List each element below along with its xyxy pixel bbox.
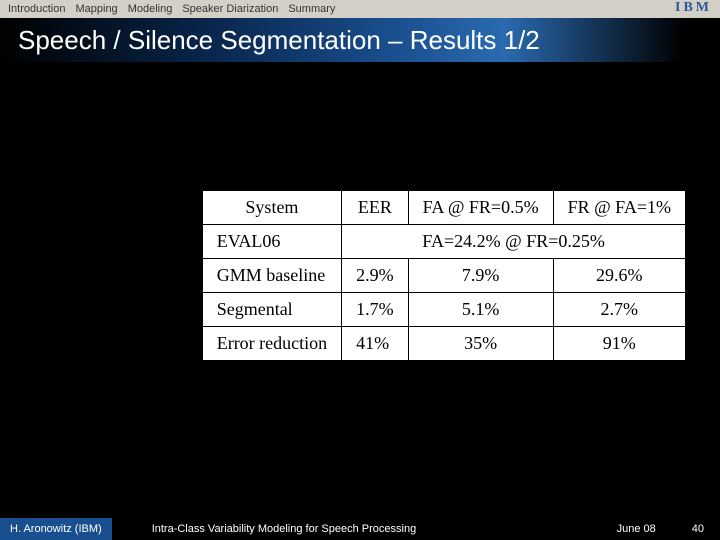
ibm-logo: IBM: [675, 0, 712, 16]
cell-gmm-label: GMM baseline: [202, 259, 341, 293]
content-area: System EER FA @ FR=0.5% FR @ FA=1% EVAL0…: [0, 62, 720, 518]
table-header-row: System EER FA @ FR=0.5% FR @ FA=1%: [202, 191, 685, 225]
cell-err-eer: 41%: [342, 327, 409, 361]
cell-err-label: Error reduction: [202, 327, 341, 361]
cell-seg-eer: 1.7%: [342, 293, 409, 327]
nav-bar: Introduction Mapping Modeling Speaker Di…: [0, 0, 720, 18]
cell-seg-label: Segmental: [202, 293, 341, 327]
footer-page: 40: [676, 519, 720, 539]
footer-title: Intra-Class Variability Modeling for Spe…: [112, 523, 617, 535]
nav-item-summary[interactable]: Summary: [284, 3, 339, 15]
cell-err-fr: 91%: [553, 327, 685, 361]
table-row: Segmental 1.7% 5.1% 2.7%: [202, 293, 685, 327]
nav-item-speaker-diarization[interactable]: Speaker Diarization: [178, 3, 282, 15]
col-header-fr: FR @ FA=1%: [553, 191, 685, 225]
col-header-system: System: [202, 191, 341, 225]
footer-date: June 08: [617, 523, 676, 535]
table-row: EVAL06 FA=24.2% @ FR=0.25%: [202, 225, 685, 259]
table-row: GMM baseline 2.9% 7.9% 29.6%: [202, 259, 685, 293]
footer: H. Aronowitz (IBM) Intra-Class Variabili…: [0, 518, 720, 540]
cell-seg-fa: 5.1%: [408, 293, 553, 327]
cell-err-fa: 35%: [408, 327, 553, 361]
table-row: Error reduction 41% 35% 91%: [202, 327, 685, 361]
nav-item-introduction[interactable]: Introduction: [4, 3, 69, 15]
title-bar: Speech / Silence Segmentation – Results …: [0, 18, 720, 62]
cell-gmm-fa: 7.9%: [408, 259, 553, 293]
footer-author: H. Aronowitz (IBM): [0, 518, 112, 540]
nav-item-mapping[interactable]: Mapping: [71, 3, 121, 15]
cell-seg-fr: 2.7%: [553, 293, 685, 327]
col-header-eer: EER: [342, 191, 409, 225]
cell-gmm-eer: 2.9%: [342, 259, 409, 293]
cell-eval06-merged: FA=24.2% @ FR=0.25%: [342, 225, 686, 259]
results-table: System EER FA @ FR=0.5% FR @ FA=1% EVAL0…: [202, 190, 686, 361]
col-header-fa: FA @ FR=0.5%: [408, 191, 553, 225]
cell-eval06-label: EVAL06: [202, 225, 341, 259]
nav-item-modeling[interactable]: Modeling: [124, 3, 177, 15]
cell-gmm-fr: 29.6%: [553, 259, 685, 293]
page-title: Speech / Silence Segmentation – Results …: [18, 25, 540, 56]
